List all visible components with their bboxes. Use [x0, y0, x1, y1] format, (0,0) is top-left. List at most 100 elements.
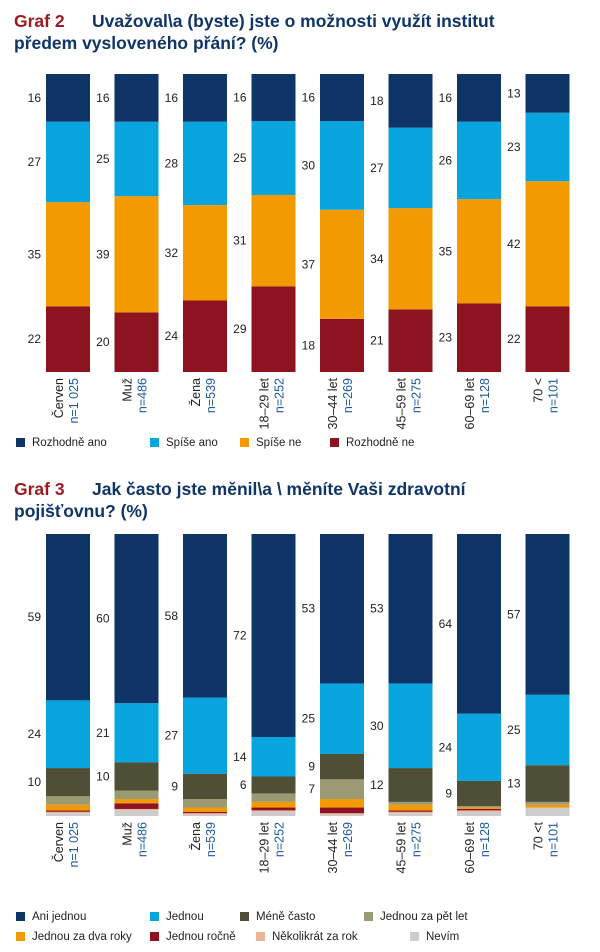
graf2-n-label-3: n=539 — [204, 378, 218, 413]
graf2-label-spise-ano-6: 27 — [370, 161, 384, 175]
graf2-bar-spise-ne-7 — [457, 199, 501, 304]
graf3-label-ani-jednou-8: 57 — [507, 607, 521, 621]
graf3-bar-ani-jednou-8 — [525, 534, 570, 695]
graf3-bar-mene-casto-5 — [320, 753, 364, 780]
graf3-legend-item-jednou-za-pet-let: Jednou za pět let — [380, 911, 468, 923]
graf3-label-mene-casto-1: 10 — [28, 775, 42, 789]
graf2-bar-spise-ano-1 — [46, 121, 90, 203]
graf2-bar-rozhodne-ne-4 — [251, 286, 296, 372]
graf2-n-label-6: n=275 — [410, 378, 424, 413]
graf3-bar-jednou-za-dva-roky-5 — [320, 799, 364, 808]
graf2-bar-spise-ano-5 — [320, 121, 364, 210]
graf3-legend-swatch-mene-casto — [240, 912, 249, 921]
graf3-bar-jednou-rocne-5 — [320, 807, 364, 814]
graf2-label-rozhodne-ne-4: 29 — [233, 322, 247, 336]
graf2-label-rozhodne-ano-6: 18 — [370, 94, 384, 108]
graf3-label-jednou-7: 24 — [439, 740, 453, 754]
graf2-bar-rozhodne-ano-1 — [46, 74, 90, 122]
graf2-label-rozhodne-ano-8: 13 — [507, 86, 521, 100]
graf3-bar-mene-casto-2 — [114, 762, 159, 791]
graf3-label-jednou-2: 21 — [96, 726, 110, 740]
graf3-bar-nekolikrat-za-rok-5 — [320, 813, 364, 815]
graf3-label-jednou-1: 24 — [28, 727, 42, 741]
graf3-n-label-7: n=128 — [478, 822, 492, 857]
graf3-n-label-6: n=275 — [410, 822, 424, 857]
graf2-label-spise-ne-3: 32 — [165, 246, 179, 260]
graf2-bar-rozhodne-ano-4 — [251, 74, 296, 122]
graf3-bar-jednou-za-dva-roky-4 — [251, 801, 296, 808]
graf2-bar-rozhodne-ne-5 — [320, 318, 364, 372]
graf3-n-label-2: n=486 — [136, 822, 150, 857]
graf3-bar-nekolikrat-za-rok-7 — [457, 810, 501, 812]
graf2-n-label-4: n=252 — [273, 378, 287, 413]
graf3-bar-ani-jednou-7 — [457, 534, 501, 714]
graf3-bar-jednou-4 — [251, 737, 296, 777]
graf3-bar-ani-jednou-2 — [114, 534, 159, 704]
graf2-label-rozhodne-ano-3: 16 — [165, 91, 179, 105]
graf3-label-mene-casto-3: 9 — [171, 779, 178, 793]
graf2-label-rozhodne-ne-1: 22 — [28, 332, 42, 346]
graf3-label-ani-jednou-7: 64 — [439, 617, 453, 631]
graf3-bar-ani-jednou-3 — [183, 534, 227, 698]
graf3-bar-nekolikrat-za-rok-4 — [251, 810, 296, 812]
graf2-legend-item-rozhodne-ne: Rozhodně ne — [346, 437, 414, 449]
graf2-legend-swatch-spise-ano — [150, 438, 159, 447]
graf2-n-label-5: n=269 — [341, 378, 355, 413]
graf3-bar-mene-casto-3 — [183, 773, 227, 800]
graf3-legend-swatch-jednou-za-dva-roky — [16, 932, 25, 941]
graf3-label-mene-casto-2: 10 — [96, 770, 110, 784]
graf2-n-label-7: n=128 — [478, 378, 492, 413]
graf2-bar-rozhodne-ano-5 — [320, 74, 364, 122]
graf2-legend-item-spise-ne: Spíše ne — [256, 437, 301, 449]
graf3-legend-swatch-ani-jednou — [16, 912, 25, 921]
graf3-bar-jednou-1 — [46, 700, 90, 769]
graf3-label-mene-casto-8: 13 — [507, 777, 521, 791]
graf3-legend-swatch-nekolikrat-za-rok — [256, 932, 265, 941]
graf3-chart: 10 24 59 Červen n=1 025 10 21 60 Muž n=486 9 27 58 Že… — [16, 534, 570, 943]
graf2-label-rozhodne-ne-2: 20 — [96, 335, 110, 349]
graf2-label-spise-ano-4: 25 — [233, 151, 247, 165]
graf3-bar-jednou-za-pet-let-6 — [388, 801, 433, 805]
graf2-bar-rozhodne-ano-8 — [525, 74, 570, 113]
graf2-bar-spise-ano-8 — [525, 112, 570, 182]
graf3-bar-nevim-7 — [457, 811, 501, 816]
graf3-bar-mene-casto-8 — [525, 765, 570, 802]
graf2-bar-spise-ano-6 — [388, 127, 433, 209]
graf2-label-spise-ne-6: 34 — [370, 252, 384, 266]
graf3-n-label-5: n=269 — [341, 822, 355, 857]
graf3-category-label-7: 60–69 let — [463, 821, 477, 873]
graf3-label-mene-casto-5: 9 — [308, 760, 315, 774]
graf2-label-spise-ano-7: 26 — [439, 153, 453, 167]
graf3-bar-nekolikrat-za-rok-3 — [183, 813, 227, 815]
graf3-legend-item-ani-jednou: Ani jednou — [32, 911, 86, 923]
graf2-label-rozhodne-ne-5: 18 — [302, 338, 316, 352]
graf2-title-line1: Uvažoval\a (byste) jste o možnosti využí… — [92, 11, 495, 31]
graf3-bar-nevim-2 — [114, 810, 159, 816]
graf3-tag: Graf 3 — [14, 479, 65, 499]
graf3-legend-item-jednou-za-dva-roky: Jednou za dva roky — [32, 931, 132, 943]
graf3-bar-mene-casto-1 — [46, 768, 90, 797]
graf2-bar-spise-ne-5 — [320, 209, 364, 319]
graf2-bar-rozhodne-ne-2 — [114, 312, 159, 372]
graf3-category-label-1: Červen — [51, 822, 66, 862]
graf2-label-spise-ne-2: 39 — [96, 247, 110, 261]
graf3-bar-nevim-1 — [46, 813, 90, 816]
graf3-bar-ani-jednou-5 — [320, 534, 364, 684]
graf3-bar-nekolikrat-za-rok-1 — [46, 811, 90, 814]
graf2-n-label-2: n=486 — [136, 378, 150, 413]
graf3-category-label-3: Žena — [188, 822, 203, 851]
graf3-bar-ani-jednou-6 — [388, 534, 433, 684]
graf3-bar-jednou-za-dva-roky-2 — [114, 799, 159, 804]
graf2-label-rozhodne-ne-7: 23 — [439, 331, 453, 345]
graf2-bar-spise-ano-7 — [457, 121, 501, 200]
graf3-legend-swatch-jednou-rocne — [150, 932, 159, 941]
graf3-bar-jednou-za-pet-let-4 — [251, 793, 296, 802]
graf3-bar-jednou-2 — [114, 703, 159, 763]
graf3-legend-item-jednou-rocne: Jednou ročně — [166, 931, 236, 943]
graf3-legend-item-jednou: Jednou — [166, 911, 204, 923]
graf3-bar-jednou-6 — [388, 683, 433, 769]
graf2-legend-item-spise-ano: Spíše ano — [166, 437, 218, 449]
graf2-label-spise-ano-8: 23 — [507, 140, 521, 154]
graf2-label-spise-ne-8: 42 — [507, 237, 521, 251]
